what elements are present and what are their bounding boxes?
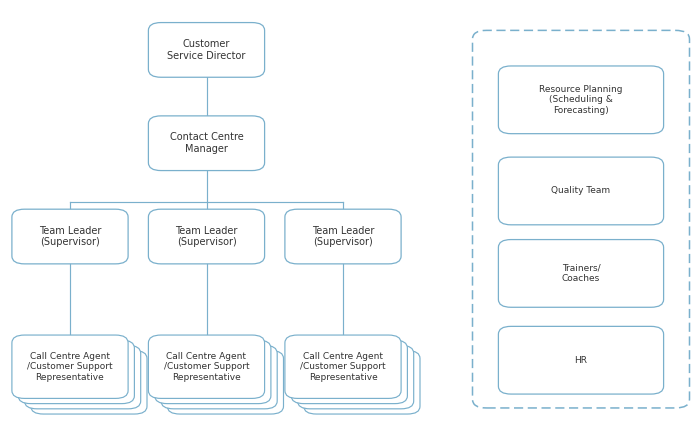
FancyBboxPatch shape	[12, 209, 128, 264]
FancyBboxPatch shape	[498, 157, 664, 225]
Text: Contact Centre
Manager: Contact Centre Manager	[169, 132, 244, 154]
FancyBboxPatch shape	[473, 30, 690, 408]
FancyBboxPatch shape	[148, 23, 265, 77]
FancyBboxPatch shape	[498, 66, 664, 134]
FancyBboxPatch shape	[148, 209, 265, 264]
Text: Resource Planning
(Scheduling &
Forecasting): Resource Planning (Scheduling & Forecast…	[539, 85, 623, 115]
Text: HR: HR	[575, 356, 587, 365]
Text: Customer
Service Director: Customer Service Director	[167, 39, 246, 61]
FancyBboxPatch shape	[285, 209, 401, 264]
FancyBboxPatch shape	[161, 345, 277, 409]
FancyBboxPatch shape	[18, 340, 134, 404]
FancyBboxPatch shape	[285, 335, 401, 398]
FancyBboxPatch shape	[167, 351, 284, 414]
Text: Team Leader
(Supervisor): Team Leader (Supervisor)	[38, 226, 102, 247]
FancyBboxPatch shape	[291, 340, 407, 404]
FancyBboxPatch shape	[148, 335, 265, 398]
Text: Call Centre Agent
/Customer Support
Representative: Call Centre Agent /Customer Support Repr…	[300, 352, 386, 381]
FancyBboxPatch shape	[155, 340, 271, 404]
FancyBboxPatch shape	[304, 351, 420, 414]
Text: Call Centre Agent
/Customer Support
Representative: Call Centre Agent /Customer Support Repr…	[27, 352, 113, 381]
FancyBboxPatch shape	[25, 345, 141, 409]
Text: Call Centre Agent
/Customer Support
Representative: Call Centre Agent /Customer Support Repr…	[164, 352, 249, 381]
FancyBboxPatch shape	[31, 351, 147, 414]
Text: Team Leader
(Supervisor): Team Leader (Supervisor)	[312, 226, 374, 247]
FancyBboxPatch shape	[148, 116, 265, 171]
FancyBboxPatch shape	[298, 345, 414, 409]
Text: Team Leader
(Supervisor): Team Leader (Supervisor)	[175, 226, 238, 247]
FancyBboxPatch shape	[12, 335, 128, 398]
FancyBboxPatch shape	[498, 240, 664, 307]
FancyBboxPatch shape	[498, 326, 664, 394]
Text: Trainers/
Coaches: Trainers/ Coaches	[561, 264, 601, 283]
Text: Quality Team: Quality Team	[552, 187, 610, 195]
